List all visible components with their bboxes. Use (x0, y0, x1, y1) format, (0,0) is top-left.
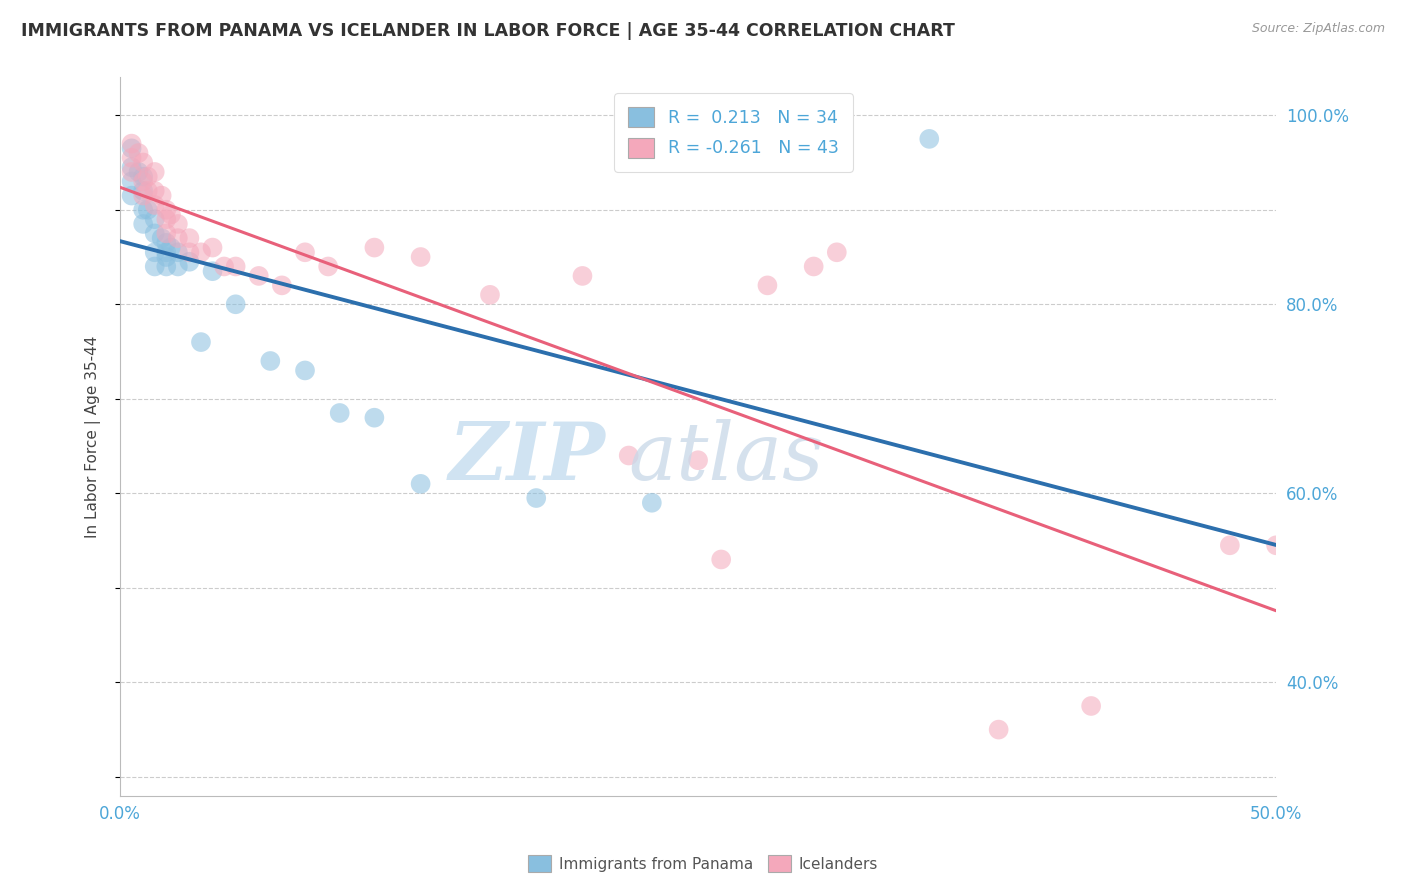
Point (329, 406, 352, 420)
Point (155, 260, 177, 274)
Point (155, 235, 177, 250)
Y-axis label: In Labor Force | Age 35-44: In Labor Force | Age 35-44 (86, 335, 101, 538)
Point (128, 146, 150, 161)
Point (363, 241, 385, 255)
Point (166, 217, 188, 231)
Point (1080, 698, 1102, 713)
Point (316, 260, 339, 274)
Point (143, 198, 166, 212)
Point (686, 453, 709, 467)
Point (143, 260, 166, 274)
Point (1265, 538, 1288, 552)
Point (259, 354, 281, 368)
Point (121, 174, 143, 188)
Point (825, 245, 848, 260)
Point (190, 245, 212, 260)
Point (121, 136, 143, 151)
Point (136, 202, 159, 217)
Point (166, 245, 188, 260)
Point (270, 278, 292, 293)
Point (160, 241, 183, 255)
Point (1219, 538, 1241, 552)
Text: Source: ZipAtlas.com: Source: ZipAtlas.com (1251, 22, 1385, 36)
Point (132, 184, 155, 198)
Point (128, 165, 150, 179)
Point (524, 491, 547, 505)
Point (132, 202, 155, 217)
Point (136, 184, 159, 198)
Point (478, 288, 501, 302)
Point (155, 227, 177, 241)
Point (710, 552, 733, 566)
Point (201, 241, 224, 255)
Point (179, 245, 201, 260)
Point (160, 207, 183, 221)
Point (409, 476, 432, 491)
Point (143, 227, 166, 241)
Point (225, 297, 247, 311)
Point (155, 212, 177, 227)
Point (143, 165, 166, 179)
Point (166, 260, 188, 274)
Point (803, 260, 825, 274)
Legend: R =  0.213   N = 34, R = -0.261   N = 43: R = 0.213 N = 34, R = -0.261 N = 43 (614, 94, 853, 171)
Point (132, 188, 155, 202)
Point (247, 268, 270, 283)
Point (150, 231, 173, 245)
Point (143, 245, 166, 260)
Point (294, 245, 316, 260)
Point (987, 723, 1010, 737)
Point (143, 212, 166, 227)
Point (132, 169, 155, 184)
Point (201, 264, 224, 278)
Point (155, 250, 177, 264)
Point (155, 245, 177, 260)
Point (132, 155, 155, 169)
Text: atlas: atlas (628, 419, 824, 497)
Legend: Immigrants from Panama, Icelanders: Immigrants from Panama, Icelanders (520, 847, 886, 880)
Point (179, 254, 201, 268)
Point (166, 231, 188, 245)
Point (136, 169, 159, 184)
Point (294, 363, 316, 377)
Point (121, 160, 143, 174)
Point (190, 335, 212, 350)
Point (641, 496, 664, 510)
Point (121, 165, 143, 179)
Point (756, 278, 779, 293)
Point (225, 260, 247, 274)
Point (143, 184, 166, 198)
Text: IMMIGRANTS FROM PANAMA VS ICELANDER IN LABOR FORCE | AGE 35-44 CORRELATION CHART: IMMIGRANTS FROM PANAMA VS ICELANDER IN L… (21, 22, 955, 40)
Point (155, 202, 177, 217)
Point (121, 151, 143, 165)
Point (409, 250, 432, 264)
Point (571, 268, 593, 283)
Point (918, 132, 941, 146)
Point (363, 410, 385, 425)
Point (179, 231, 201, 245)
Point (150, 188, 173, 202)
Point (132, 217, 155, 231)
Point (212, 260, 235, 274)
Text: ZIP: ZIP (449, 419, 606, 497)
Point (132, 174, 155, 188)
Point (617, 449, 640, 463)
Point (121, 188, 143, 202)
Point (121, 141, 143, 155)
